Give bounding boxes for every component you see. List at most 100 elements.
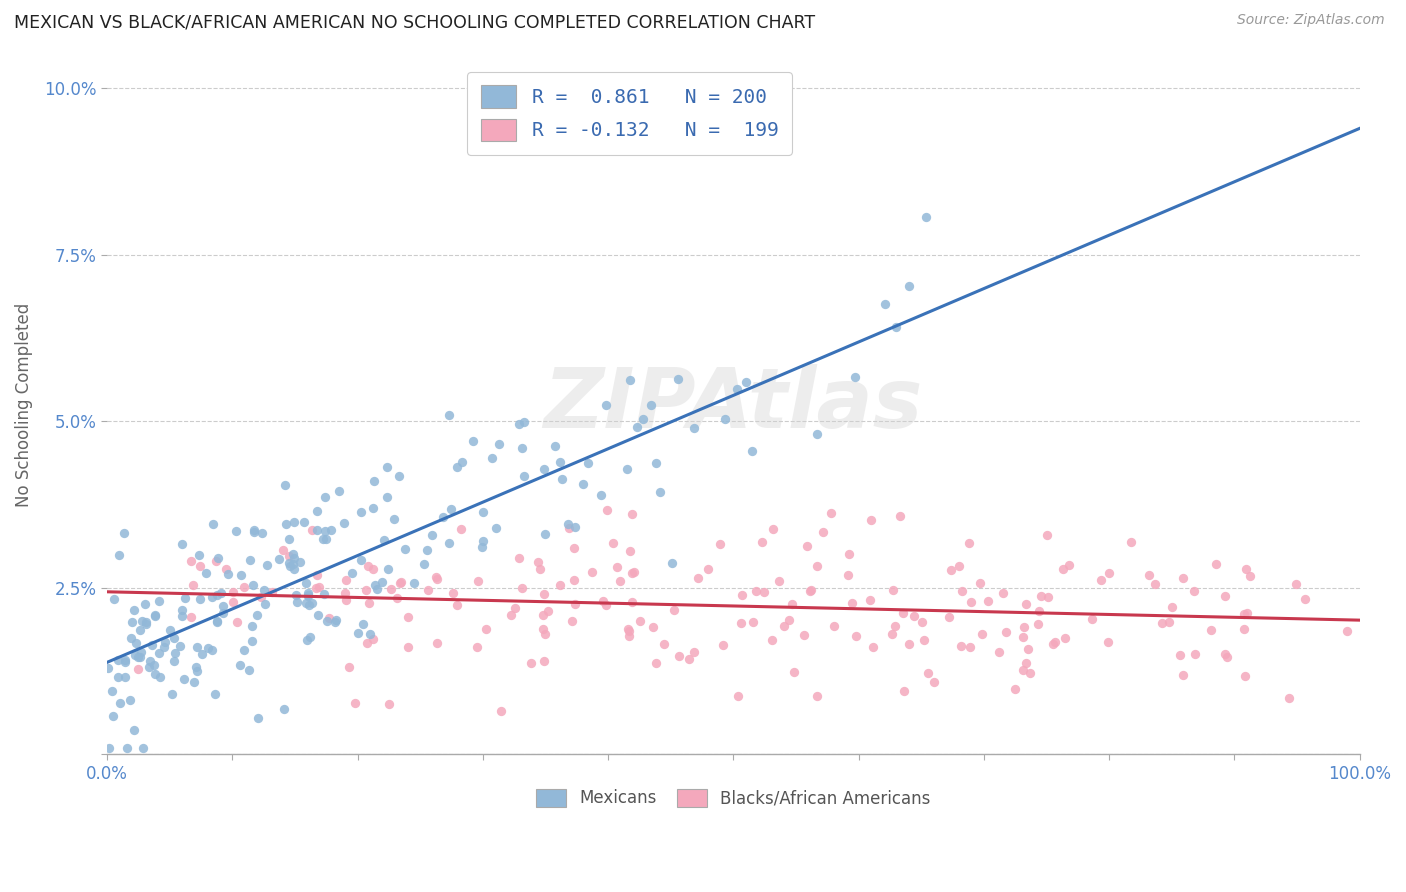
Point: [529, 562, 551, 576]
Point: [354, 582, 377, 597]
Point: [233, 642, 256, 657]
Point: [551, 472, 574, 486]
Point: [924, 675, 946, 690]
Point: [581, 566, 603, 580]
Point: [799, 584, 821, 599]
Point: [143, 608, 166, 623]
Point: [283, 562, 305, 576]
Point: [488, 437, 510, 451]
Point: [531, 607, 554, 622]
Point: [215, 562, 238, 576]
Point: [1137, 568, 1160, 582]
Point: [314, 587, 336, 601]
Point: [631, 412, 654, 426]
Point: [425, 570, 447, 584]
Point: [283, 558, 305, 572]
Point: [1026, 617, 1049, 632]
Point: [285, 594, 308, 608]
Point: [114, 653, 136, 667]
Point: [762, 523, 785, 537]
Point: [508, 417, 530, 432]
Point: [129, 650, 152, 665]
Point: [512, 416, 534, 430]
Point: [1090, 574, 1112, 588]
Point: [297, 588, 319, 602]
Point: [1239, 569, 1261, 583]
Point: [678, 652, 700, 666]
Point: [960, 595, 983, 609]
Point: [246, 607, 269, 622]
Point: [262, 585, 284, 599]
Point: [240, 619, 263, 633]
Point: [283, 550, 305, 565]
Point: [285, 588, 308, 602]
Point: [884, 320, 907, 334]
Point: [450, 522, 472, 536]
Point: [295, 633, 318, 648]
Point: [278, 532, 301, 546]
Point: [356, 635, 378, 649]
Point: [621, 595, 644, 609]
Point: [143, 657, 166, 672]
Point: [591, 488, 613, 502]
Point: [361, 562, 384, 576]
Point: [243, 523, 266, 537]
Point: [437, 536, 460, 550]
Point: [382, 512, 405, 526]
Point: [350, 553, 373, 567]
Point: [212, 606, 235, 620]
Point: [108, 549, 131, 563]
Point: [537, 604, 560, 618]
Point: [242, 578, 264, 592]
Text: Source: ZipAtlas.com: Source: ZipAtlas.com: [1237, 13, 1385, 28]
Point: [1119, 534, 1142, 549]
Point: [183, 674, 205, 689]
Point: [1012, 630, 1035, 644]
Point: [207, 614, 229, 628]
Point: [325, 613, 347, 627]
Point: [314, 490, 336, 504]
Point: [1160, 600, 1182, 615]
Point: [205, 615, 228, 630]
Point: [394, 542, 416, 557]
Point: [859, 593, 882, 607]
Point: [1213, 647, 1236, 661]
Point: [513, 468, 536, 483]
Point: [143, 667, 166, 681]
Point: [662, 603, 685, 617]
Point: [891, 606, 914, 620]
Point: [295, 576, 318, 591]
Point: [544, 439, 567, 453]
Point: [249, 590, 271, 604]
Point: [446, 460, 468, 475]
Text: MEXICAN VS BLACK/AFRICAN AMERICAN NO SCHOOLING COMPLETED CORRELATION CHART: MEXICAN VS BLACK/AFRICAN AMERICAN NO SCH…: [14, 13, 815, 31]
Point: [387, 591, 409, 606]
Point: [806, 558, 828, 573]
Point: [1184, 647, 1206, 661]
Point: [297, 589, 319, 603]
Point: [163, 632, 186, 646]
Point: [187, 548, 209, 562]
Point: [564, 519, 586, 533]
Point: [307, 607, 329, 622]
Point: [238, 664, 260, 678]
Point: [138, 659, 160, 673]
Point: [283, 515, 305, 529]
Point: [845, 629, 868, 643]
Point: [377, 459, 399, 474]
Point: [118, 693, 141, 707]
Point: [1182, 583, 1205, 598]
Point: [173, 591, 195, 606]
Point: [1150, 616, 1173, 631]
Point: [619, 544, 641, 558]
Point: [103, 592, 125, 607]
Point: [388, 469, 411, 483]
Point: [606, 559, 628, 574]
Point: [571, 477, 593, 491]
Point: [557, 517, 579, 532]
Point: [1004, 682, 1026, 697]
Point: [1080, 612, 1102, 626]
Point: [1012, 620, 1035, 634]
Point: [172, 609, 194, 624]
Point: [375, 491, 398, 505]
